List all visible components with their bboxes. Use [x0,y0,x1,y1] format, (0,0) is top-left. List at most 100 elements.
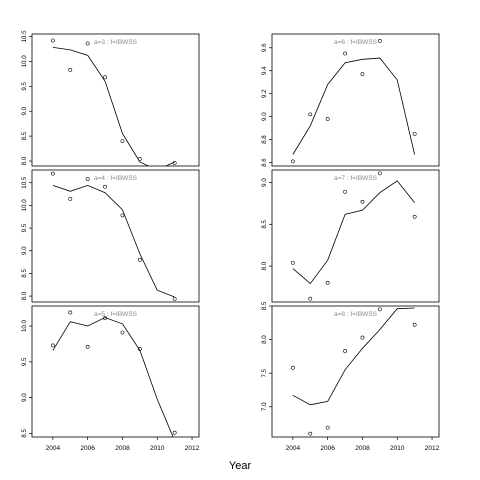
x-tick-label: 2006 [80,445,95,452]
y-tick-label: 9.0 [261,112,268,121]
observed-point [343,189,347,194]
panel-right-3: 7.0 7.5 8.0 8.5 2004 2006 2008 2010 2012 a=8 : f=… [261,301,440,452]
y-tick-label: 9.0 [21,246,28,255]
x-tick-label: 2004 [286,445,301,452]
y-tick-label: 8.5 [261,301,268,310]
y-tick-label: 9.6 [261,43,268,52]
x-tick-label: 2006 [320,445,335,452]
y-tick-label: 10.0 [21,199,28,212]
observed-point [377,171,382,176]
observed-point [412,131,417,136]
fitted-line [292,307,415,406]
observed-point [50,171,55,176]
observed-point [85,41,90,46]
observed-point [120,213,125,218]
observed-point [137,257,142,262]
observed-point [85,177,90,181]
observed-point [50,38,55,43]
observed-point [290,260,295,265]
panel-left-2: 8.0 8.5 9.0 9.5 10.0 10.5 a=4 : f=IBWSS [21,169,200,303]
panel-right-1: 8.6 8.8 9.0 9.2 9.4 9.6 a=6 : f=IBWSS [261,33,440,167]
panel-frame [31,305,200,438]
observed-point [68,310,73,315]
observed-point [412,214,417,219]
y-tick-label: 8.0 [21,156,28,165]
y-tick-label: 10.5 [21,176,28,189]
y-tick-label: 9.0 [21,393,28,402]
x-tick-label: 2008 [355,445,370,452]
panel-title: a=6 : f=IBWSS [334,39,378,46]
x-tick-label: 2012 [425,445,440,452]
x-tick-label: 2008 [115,445,130,452]
fitted-line [52,317,174,437]
x-tick-label: 2004 [46,445,61,452]
observed-point [172,161,177,165]
observed-point [137,347,142,351]
observed-point [103,75,107,80]
observed-point [325,117,330,121]
y-tick-label: 9.0 [261,178,268,187]
observed-point [120,139,125,143]
observed-point [377,38,382,43]
panel-title: a=8 : f=IBWSS [334,311,378,318]
panel-frame [271,305,440,438]
y-tick-label: 8.5 [21,429,28,438]
observed-point [68,197,73,201]
y-tick-label: 9.4 [261,66,268,75]
fitted-line [292,57,415,155]
observed-point [360,72,365,77]
y-tick-label: 9.5 [21,357,28,366]
y-tick-label: 7.0 [261,402,268,411]
x-tick-label: 2010 [390,445,405,452]
panel-frame [31,33,200,167]
panel-title: a=3 : f=IBWSS [94,39,138,46]
y-tick-label: 10.5 [21,30,28,43]
y-tick-label: 9.2 [261,89,268,98]
observed-point [308,112,313,117]
observed-point [120,330,125,335]
observed-point [172,296,177,301]
x-tick-label: 2010 [150,445,165,452]
x-axis-label: Year [228,460,252,472]
fitted-line [52,184,175,298]
observed-point [308,296,313,301]
observed-point [377,307,382,312]
observed-point [137,157,142,161]
observed-point [343,51,347,56]
y-tick-label: 8.0 [261,335,268,344]
observed-point [360,335,365,340]
y-tick-label: 8.0 [21,291,28,300]
panel-frame [271,169,440,303]
observed-point [290,159,295,164]
y-tick-label: 9.5 [21,223,28,232]
y-tick-label: 10.0 [21,319,28,332]
panel-left-3: 8.5 9.0 9.5 10.0 2004 2006 2008 2010 2012 a=5 : f… [21,305,200,452]
panel-title: a=4 : f=IBWSS [94,175,138,182]
panel-right-2: 8.0 8.5 9.0 a=7 : f=IBWSS [261,169,440,303]
y-tick-label: 8.6 [261,158,268,167]
observed-point [412,322,417,327]
y-tick-label: 9.5 [21,81,28,90]
panel-left-1: 8.0 8.5 9.0 9.5 10.0 10.5 a=3 : f=IBWSS [21,30,200,167]
observed-point [360,199,365,204]
panel-title: a=5 : f=IBWSS [94,311,138,318]
observed-point [68,67,73,72]
observed-point [290,365,295,370]
y-tick-label: 8.5 [21,131,28,140]
panel-frame [31,169,200,303]
y-tick-label: 10.0 [21,55,28,68]
y-tick-label: 8.0 [261,261,268,270]
observed-point [85,344,90,349]
y-tick-label: 9.0 [21,106,28,115]
panel-title: a=7 : f=IBWSS [334,175,378,182]
y-tick-label: 8.5 [261,219,268,228]
y-tick-label: 7.5 [261,368,268,377]
observed-point [103,184,107,189]
y-tick-label: 8.5 [21,269,28,278]
observed-point [308,431,313,436]
x-tick-label: 2012 [185,445,200,452]
observed-point [50,343,55,348]
observed-point [325,425,330,430]
fitted-line [52,47,175,166]
